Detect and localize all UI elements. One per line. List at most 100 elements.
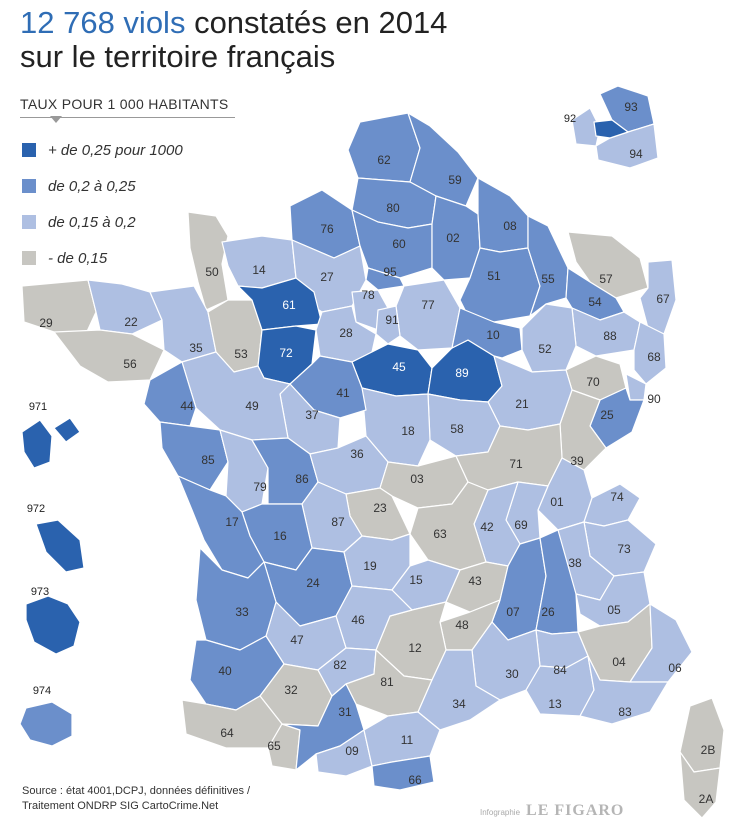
title-count: 12 768 viols xyxy=(20,5,186,40)
department-label-53: 53 xyxy=(234,347,248,361)
department-label-30: 30 xyxy=(505,667,519,681)
department-label-04: 04 xyxy=(612,655,626,669)
department-973 xyxy=(25,595,81,655)
department-62 xyxy=(347,112,421,183)
department-label-29: 29 xyxy=(39,316,53,330)
credit: Infographie LE FIGARO xyxy=(480,802,624,820)
legend-swatch xyxy=(22,215,36,229)
department-label-15: 15 xyxy=(409,573,423,587)
department-10 xyxy=(451,307,523,359)
department-label-85: 85 xyxy=(201,453,215,467)
department-labels: 62 59 80 76 60 02 08 95 50 14 27 78 77 91 51 55 57 67 54 88… xyxy=(27,100,716,806)
department-22 xyxy=(87,279,163,335)
legend-label: de 0,2 à 0,25 xyxy=(48,177,136,195)
department-92 xyxy=(571,107,601,147)
department-label-36: 36 xyxy=(350,447,364,461)
department-label-94: 94 xyxy=(629,147,643,161)
department-label-45: 45 xyxy=(392,360,406,374)
legend-notch xyxy=(50,116,62,123)
department-label-61: 61 xyxy=(282,298,296,312)
department-85 xyxy=(159,421,229,491)
legend-label: + de 0,25 pour 1000 xyxy=(48,141,183,159)
department-77 xyxy=(395,279,461,351)
department-label-77: 77 xyxy=(421,298,435,312)
department-label-63: 63 xyxy=(433,527,447,541)
department-label-93: 93 xyxy=(624,100,638,114)
department-label-18: 18 xyxy=(401,424,415,438)
department-label-22: 22 xyxy=(124,315,138,329)
department-label-21: 21 xyxy=(515,397,529,411)
department-56 xyxy=(53,329,165,383)
department-label-31: 31 xyxy=(338,705,352,719)
department-label-71: 71 xyxy=(509,457,523,471)
department-label-86: 86 xyxy=(295,472,309,486)
legend-swatch xyxy=(22,143,36,157)
department-label-60: 60 xyxy=(392,237,406,251)
title-line2: sur le territoire français xyxy=(20,39,336,74)
legend-item-c2: de 0,2 à 0,25 xyxy=(22,177,136,195)
department-label-87: 87 xyxy=(331,515,345,529)
department-label-33: 33 xyxy=(235,605,249,619)
department-971 xyxy=(53,417,81,443)
legend-item-c1: + de 0,25 pour 1000 xyxy=(22,141,183,159)
department-label-01: 01 xyxy=(550,495,564,509)
legend-rule xyxy=(20,117,235,118)
department-label-90: 90 xyxy=(647,392,661,406)
department-label-44: 44 xyxy=(180,399,194,413)
department-14 xyxy=(221,235,297,289)
department-label-28: 28 xyxy=(339,326,353,340)
figaro-logo: LE FIGARO xyxy=(526,802,625,819)
department-label-48: 48 xyxy=(455,618,469,632)
department-label-08: 08 xyxy=(503,219,517,233)
department-31 xyxy=(281,683,365,771)
department-75 xyxy=(593,119,629,139)
department-49 xyxy=(181,351,291,441)
department-label-39: 39 xyxy=(570,454,584,468)
department-label-76: 76 xyxy=(320,222,334,236)
department-label-67: 67 xyxy=(656,292,670,306)
department-label-14: 14 xyxy=(252,263,266,277)
department-label-23: 23 xyxy=(373,501,387,515)
department-label-26: 26 xyxy=(541,605,555,619)
department-label-49: 49 xyxy=(245,399,259,413)
department-label-16: 16 xyxy=(273,529,287,543)
department-label-46: 46 xyxy=(351,613,365,627)
department-label-70: 70 xyxy=(586,375,600,389)
department-974 xyxy=(19,701,73,747)
department-label-42: 42 xyxy=(480,520,494,534)
department-label-84: 84 xyxy=(553,663,567,677)
department-66 xyxy=(371,755,435,791)
department-label-38: 38 xyxy=(568,556,582,570)
department-label-10: 10 xyxy=(486,328,500,342)
department-label-35: 35 xyxy=(189,341,203,355)
department-label-32: 32 xyxy=(284,683,298,697)
department-label-64: 64 xyxy=(220,726,234,740)
department-label-54: 54 xyxy=(588,295,602,309)
department-51 xyxy=(459,247,541,323)
department-label-24: 24 xyxy=(306,576,320,590)
department-label-83: 83 xyxy=(618,705,632,719)
department-label-973: 973 xyxy=(31,586,49,598)
department-83 xyxy=(579,655,669,725)
department-label-2A: 2A xyxy=(699,792,714,806)
legend-swatch xyxy=(22,251,36,265)
department-label-73: 73 xyxy=(617,542,631,556)
department-label-03: 03 xyxy=(410,472,424,486)
legend-label: de 0,15 à 0,2 xyxy=(48,213,136,231)
department-971 xyxy=(21,419,53,469)
department-label-47: 47 xyxy=(290,633,304,647)
department-label-971: 971 xyxy=(29,401,47,413)
department-label-62: 62 xyxy=(377,153,391,167)
department-2A xyxy=(679,751,721,819)
department-label-19: 19 xyxy=(363,559,377,573)
department-label-25: 25 xyxy=(600,408,614,422)
department-label-50: 50 xyxy=(205,265,219,279)
department-label-68: 68 xyxy=(647,350,661,364)
department-34 xyxy=(417,649,501,731)
department-label-65: 65 xyxy=(267,739,281,753)
map-title: 12 768 viols constatés en 2014 sur le te… xyxy=(20,6,620,74)
department-label-13: 13 xyxy=(548,697,562,711)
department-label-40: 40 xyxy=(218,664,232,678)
department-label-80: 80 xyxy=(386,201,400,215)
source-note: Source : état 4001,DCPJ, données définit… xyxy=(22,784,352,814)
